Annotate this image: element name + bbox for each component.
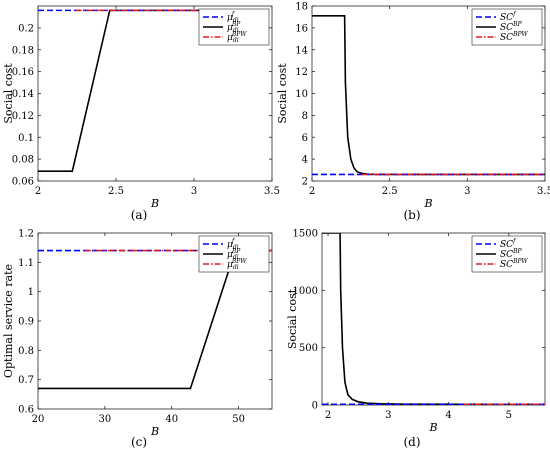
y-axis-label: Optimal service rate bbox=[2, 264, 15, 378]
x-tick-label: 3 bbox=[191, 186, 197, 197]
panel-caption: (b) bbox=[403, 208, 420, 222]
panel-caption: (a) bbox=[131, 208, 148, 222]
y-tick-label: 1000 bbox=[293, 286, 318, 297]
chart-panel-0: 2 2.5 3 3.5 0.06 0.08 0.1 0.12 0.14 0.16 0.18 0.2 μd… bbox=[2, 5, 280, 222]
x-tick-label: 5 bbox=[506, 410, 512, 421]
x-axis-label: B bbox=[423, 197, 432, 210]
y-tick-label: 0.2 bbox=[18, 23, 34, 34]
y-tick-label: 2 bbox=[302, 177, 308, 188]
y-tick-label: 500 bbox=[299, 343, 318, 354]
y-tick-label: 1.1 bbox=[18, 258, 34, 269]
legend-entry: SCBP bbox=[500, 248, 522, 260]
y-tick-label: 4 bbox=[302, 155, 308, 166]
y-tick-label: 0.7 bbox=[18, 375, 34, 386]
y-axis-label: Social cost bbox=[276, 63, 289, 124]
x-tick-label: 3 bbox=[385, 410, 391, 421]
legend-entry: μdiBPW bbox=[227, 258, 247, 271]
x-tick-label: 40 bbox=[165, 414, 178, 425]
legend-entry: μdiBP bbox=[227, 248, 241, 261]
x-tick-label: 30 bbox=[98, 414, 111, 425]
x-tick-label: 3.5 bbox=[537, 186, 550, 197]
legend-entry: μdiBP bbox=[227, 21, 241, 34]
x-tick-label: 3.5 bbox=[264, 186, 280, 197]
legend-entry: SCBPW bbox=[500, 258, 529, 270]
x-tick-label: 2.5 bbox=[382, 186, 398, 197]
x-tick-label: 50 bbox=[232, 414, 245, 425]
legend-entry: μdiBPW bbox=[227, 31, 247, 44]
x-tick-label: 2.5 bbox=[108, 186, 124, 197]
y-tick-label: 0.18 bbox=[12, 45, 34, 56]
y-tick-label: 0.06 bbox=[12, 177, 34, 188]
panel-caption: (d) bbox=[403, 435, 420, 449]
y-axis-label: Social cost bbox=[2, 63, 15, 124]
y-tick-label: 1500 bbox=[293, 229, 318, 240]
y-tick-label: 0.16 bbox=[12, 67, 34, 78]
y-tick-label: 18 bbox=[295, 2, 308, 13]
y-tick-label: 0.08 bbox=[12, 155, 34, 166]
y-tick-label: 10 bbox=[295, 89, 308, 100]
series-line-1 bbox=[312, 15, 545, 176]
y-tick-label: 0.1 bbox=[18, 133, 34, 144]
panel-caption: (c) bbox=[131, 435, 147, 449]
y-tick-label: 0.14 bbox=[12, 89, 34, 100]
y-tick-label: 0.9 bbox=[18, 317, 34, 328]
y-tick-label: 0.12 bbox=[12, 111, 34, 122]
plot-area-frame bbox=[321, 232, 546, 406]
x-tick-label: 3 bbox=[464, 186, 470, 197]
legend-entry: μdif bbox=[227, 238, 239, 251]
x-tick-label: 2 bbox=[35, 186, 41, 197]
y-tick-label: 0.6 bbox=[18, 405, 34, 416]
y-axis-label: Social cost bbox=[286, 288, 299, 349]
y-tick-label: 8 bbox=[302, 111, 308, 122]
y-tick-label: 14 bbox=[295, 45, 308, 56]
legend-entry: μdif bbox=[227, 11, 239, 24]
chart-panel-2: 20 30 40 50 0.6 0.7 0.8 0.9 1 1.1 1.2 μdifμdiBPμdiB… bbox=[2, 229, 273, 449]
x-tick-label: 2 bbox=[325, 410, 331, 421]
y-tick-label: 0 bbox=[312, 401, 318, 412]
legend-entry: SCBPW bbox=[500, 31, 529, 43]
y-tick-label: 0.8 bbox=[18, 346, 34, 357]
legend-entry: SCf bbox=[500, 11, 517, 23]
x-tick-label: 20 bbox=[32, 414, 45, 425]
x-tick-label: 4 bbox=[445, 410, 451, 421]
y-tick-label: 12 bbox=[295, 67, 308, 78]
y-tick-label: 16 bbox=[295, 23, 308, 34]
x-axis-label: B bbox=[428, 421, 437, 434]
y-tick-label: 1 bbox=[28, 287, 34, 298]
x-axis-label: B bbox=[150, 425, 159, 438]
legend-entry: SCBP bbox=[500, 21, 522, 33]
x-tick-label: 2 bbox=[309, 186, 315, 197]
y-tick-label: 1.2 bbox=[18, 229, 34, 240]
x-axis-label: B bbox=[150, 197, 159, 210]
legend-entry: SCf bbox=[500, 238, 517, 250]
y-tick-label: 6 bbox=[302, 133, 308, 144]
